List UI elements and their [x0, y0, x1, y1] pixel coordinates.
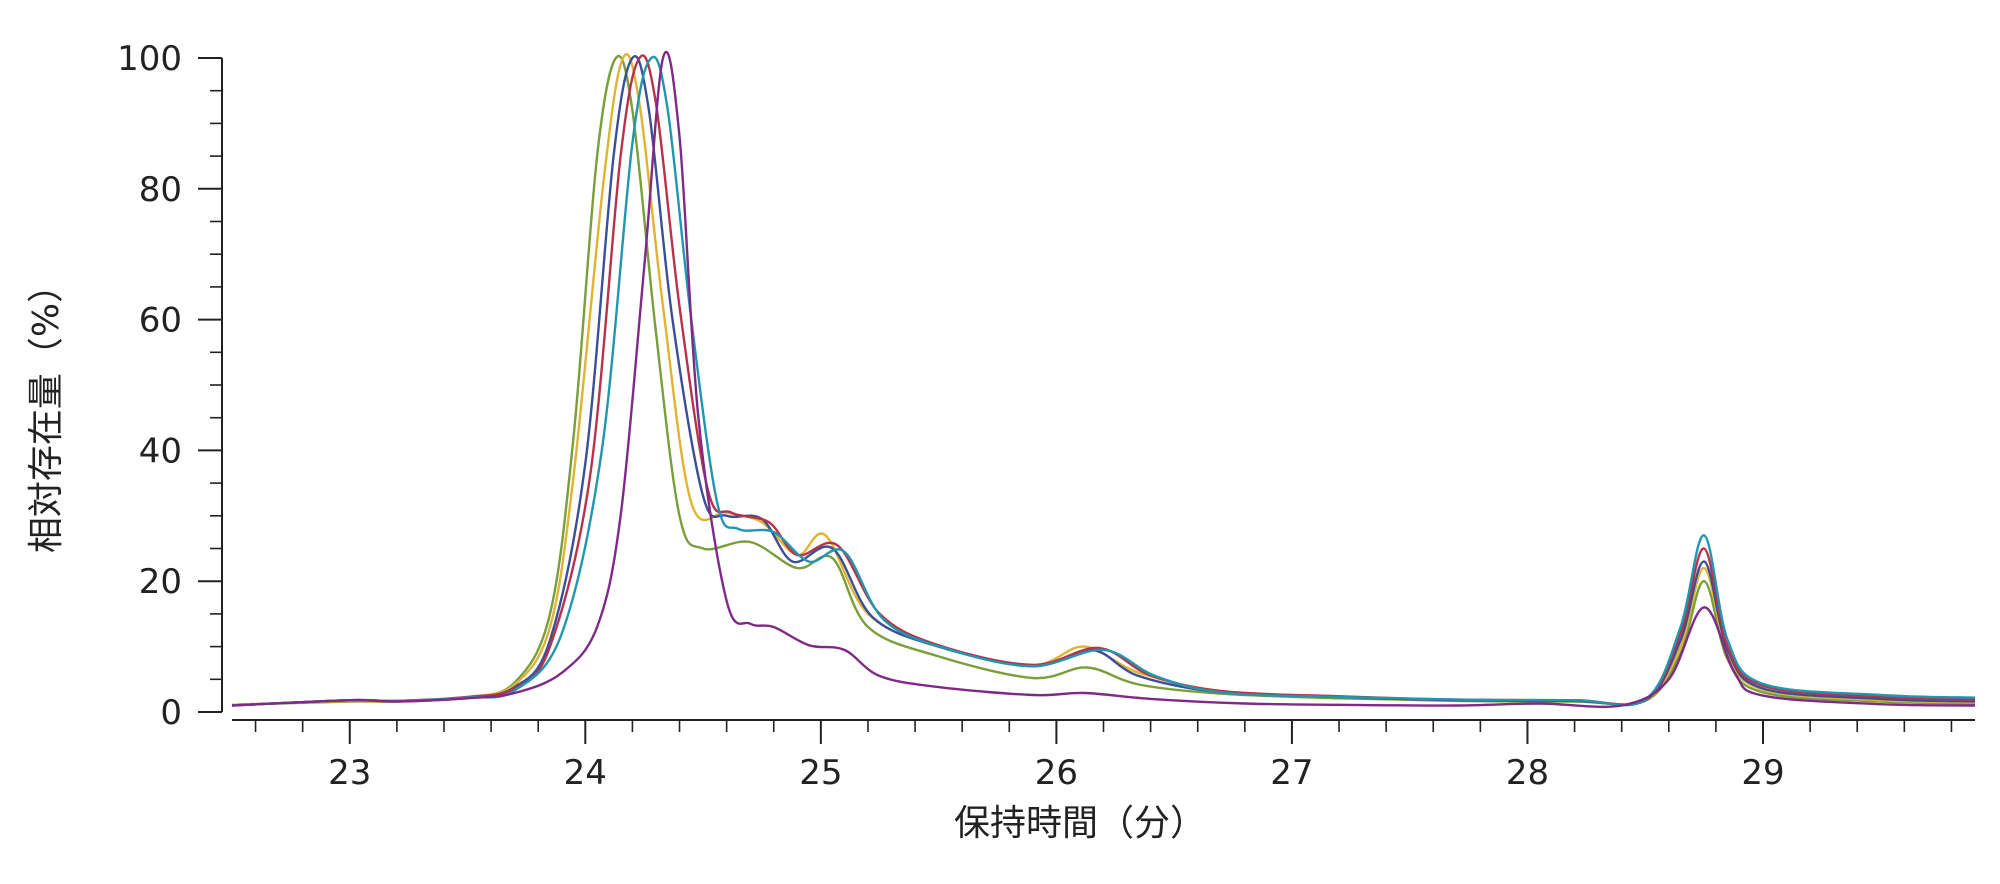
- y-axis-title: 相対存在量（%）: [26, 267, 67, 553]
- y-tick-label: 0: [160, 693, 182, 733]
- x-tick-label: 24: [564, 753, 607, 793]
- series-line-1: [231, 55, 1976, 706]
- x-axis-title: 保持時間（分）: [954, 803, 1206, 844]
- y-tick-label: 20: [139, 562, 182, 602]
- x-tick-label: 23: [328, 753, 371, 793]
- series-line-5: [231, 55, 1976, 707]
- x-tick-label: 27: [1270, 753, 1313, 793]
- y-tick-label: 60: [139, 301, 182, 341]
- series-line-3: [231, 55, 1976, 707]
- y-tick-label: 80: [139, 170, 182, 210]
- x-tick-label: 26: [1035, 753, 1078, 793]
- series-line-6: [231, 50, 1976, 709]
- y-tick-label: 40: [139, 431, 182, 471]
- y-tick-label: 100: [117, 39, 182, 79]
- x-tick-label: 28: [1506, 753, 1549, 793]
- y-axis-title-group: 相対存在量（%）: [26, 267, 67, 553]
- axes: 0 20 40 60 80 100 23 24 25 26 27 28 29: [117, 39, 1975, 793]
- series-line-4: [231, 54, 1976, 707]
- x-tick-label: 29: [1741, 753, 1784, 793]
- x-tick-label: 25: [799, 753, 842, 793]
- plot-lines: [231, 50, 1976, 709]
- series-line-2: [231, 52, 1976, 706]
